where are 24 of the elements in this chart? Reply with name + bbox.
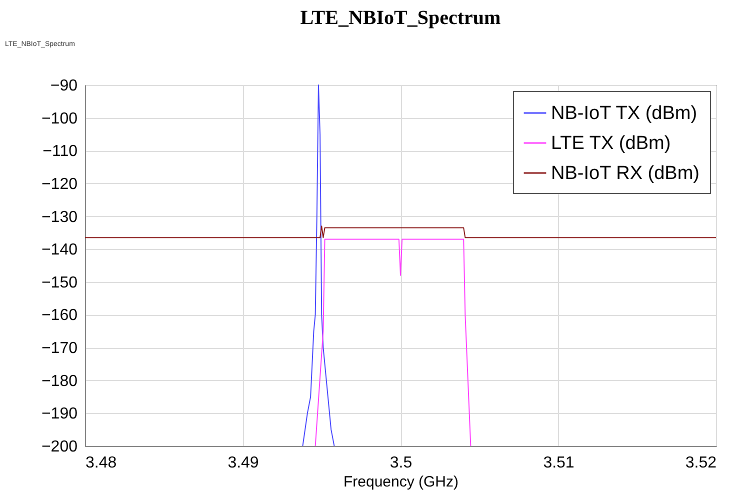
y-tick-label: −100 bbox=[41, 110, 78, 128]
y-tick-label: −110 bbox=[42, 143, 78, 160]
chart-title: LTE_NBIoT_Spectrum bbox=[300, 7, 502, 29]
x-tick-label: 3.5 bbox=[390, 454, 412, 472]
y-tick-label: −130 bbox=[41, 208, 78, 226]
legend-label: LTE TX (dBm) bbox=[551, 133, 671, 154]
y-tick-label: −140 bbox=[41, 242, 78, 259]
line-series bbox=[314, 238, 472, 446]
y-tick-label: −160 bbox=[41, 307, 78, 324]
x-tick-label: 3.52 bbox=[685, 454, 717, 472]
y-tick-label: −90 bbox=[50, 78, 78, 94]
y-tick-label: −180 bbox=[41, 372, 78, 390]
x-tick-label: 3.48 bbox=[86, 454, 117, 472]
legend-label: NB-IoT RX (dBm) bbox=[551, 163, 700, 184]
y-tick-label: −170 bbox=[41, 340, 78, 358]
x-tick-label: 3.49 bbox=[228, 454, 259, 472]
legend-label: NB-IoT TX (dBm) bbox=[551, 103, 698, 124]
y-tick-label: −200 bbox=[41, 438, 78, 456]
y-tick-label: −190 bbox=[41, 406, 78, 423]
line-series bbox=[302, 84, 335, 446]
y-tick-label: −150 bbox=[41, 274, 78, 292]
x-axis-title: Frequency (GHz) bbox=[343, 474, 459, 490]
y-tick-label: −120 bbox=[41, 176, 78, 193]
x-tick-label: 3.51 bbox=[543, 454, 574, 472]
